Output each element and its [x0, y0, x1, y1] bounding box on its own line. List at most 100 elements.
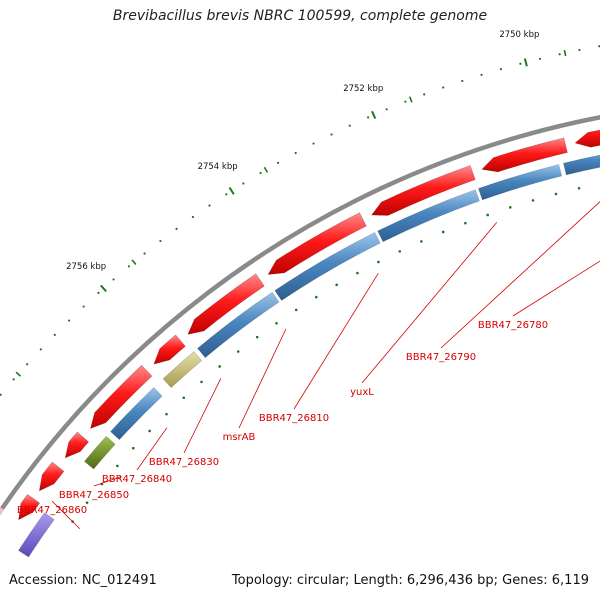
gene-leader-line	[51, 500, 81, 530]
inner-tick-dot	[554, 192, 558, 196]
inner-tick-dot	[508, 206, 512, 209]
scale-dot	[159, 239, 162, 243]
inner-tick-dot	[464, 221, 467, 225]
cds-arrow-8	[371, 165, 476, 216]
inner-tick-dot	[294, 308, 298, 312]
scale-dot	[404, 100, 407, 103]
scale-dot	[143, 252, 146, 255]
gene-leader-line	[512, 260, 600, 317]
gene-leader-line	[361, 222, 498, 384]
feature-blue-5	[478, 163, 563, 201]
scale-dot	[225, 193, 228, 196]
inner-tick-dot	[577, 186, 581, 190]
scale-dot	[480, 73, 483, 76]
inner-tick-dot	[398, 250, 402, 253]
cds-arrow-9	[481, 137, 568, 173]
scale-label: 2750 kbp	[499, 30, 539, 40]
feature-blue-2	[197, 291, 280, 359]
cds-arrow-7	[267, 212, 367, 275]
scale-dot	[276, 161, 280, 164]
gene-label: BBR47_26840	[102, 474, 172, 485]
scale-minor-tick	[563, 49, 567, 57]
cds-arrow-1	[18, 493, 41, 521]
scale-dot	[312, 142, 315, 145]
scale-label: 2754 kbp	[198, 162, 238, 172]
gene-leader-line	[293, 273, 379, 410]
inner-tick-dot	[275, 321, 278, 325]
feature-blue-3	[274, 231, 381, 301]
inner-tick-dot	[531, 199, 535, 202]
scale-dot	[461, 79, 464, 83]
scale-dot	[578, 48, 581, 52]
scale-dot	[242, 182, 245, 185]
inner-tick-dot	[116, 464, 119, 468]
scale-dot	[423, 93, 426, 96]
scale-dot	[127, 265, 131, 268]
cds-arrow-3	[64, 431, 90, 459]
gene-label: BBR47_26780	[478, 320, 548, 331]
inner-tick-dot	[131, 446, 135, 450]
gene-label: BBR47_26790	[406, 352, 476, 363]
cds-arrow-6	[187, 273, 265, 335]
scale-dot	[558, 53, 561, 56]
cds-arrow-4	[89, 364, 153, 429]
inner-tick-dot	[218, 365, 221, 368]
cds-arrow-2	[38, 461, 65, 492]
feature-purple	[18, 512, 55, 558]
scale-dot	[97, 291, 100, 294]
inner-tick-dot	[148, 429, 151, 433]
scale-dot	[208, 204, 211, 207]
scale-minor-tick	[263, 166, 269, 173]
scale-dot	[519, 62, 522, 65]
genome-title: Brevibacillus brevis NBRC 100599, comple…	[112, 8, 488, 24]
scale-major-tick	[371, 110, 377, 119]
gene-leader-line	[183, 378, 222, 454]
scale-dot	[330, 133, 333, 136]
scale-dot	[53, 333, 56, 336]
inner-tick-dot	[85, 501, 89, 504]
inner-tick-dot	[165, 412, 168, 416]
backbone-highlight	[0, 507, 4, 516]
gene-label: yuxL	[350, 387, 374, 398]
inner-tick-dot	[314, 295, 318, 299]
feature-blue-4	[377, 189, 480, 243]
scale-dot	[348, 124, 351, 127]
scale-dot	[367, 116, 370, 119]
scale-minor-tick	[408, 96, 413, 103]
scale-dot	[12, 378, 15, 381]
feature-khaki	[162, 351, 203, 389]
scale-dot	[191, 215, 194, 219]
inner-tick-dot	[377, 260, 380, 264]
scale-major-tick	[100, 284, 107, 292]
scale-minor-tick	[15, 371, 22, 377]
scale-dot	[294, 151, 297, 155]
scale-dot	[442, 86, 445, 89]
scale-dot	[499, 68, 503, 71]
scale-dot	[538, 57, 542, 60]
inner-tick-dot	[236, 350, 240, 353]
feature-olive	[84, 435, 116, 470]
scale-minor-tick	[131, 259, 137, 265]
genome-backbone	[0, 115, 600, 516]
gene-leader-line	[93, 476, 122, 487]
scale-dot	[259, 171, 262, 175]
feature-blue-1	[110, 387, 163, 441]
scale-major-tick	[228, 186, 235, 195]
feature-blue-6	[563, 154, 600, 176]
gene-leader-line	[238, 328, 287, 429]
inner-tick-dot	[335, 283, 338, 287]
scale-dot	[385, 108, 388, 111]
inner-tick-dot	[255, 335, 259, 339]
gene-label: BBR47_26810	[259, 413, 329, 424]
scale-major-tick	[523, 58, 528, 67]
gene-label: BBR47_26830	[149, 457, 219, 468]
inner-tick-dot	[486, 213, 489, 217]
scale-dot	[39, 348, 42, 351]
gene-leader-line	[136, 427, 168, 471]
scale-dot	[82, 305, 85, 308]
inner-tick-dot	[441, 230, 445, 234]
gene-label: BBR47_26860	[17, 505, 87, 516]
inner-tick-dot	[182, 396, 186, 400]
scale-dot	[0, 393, 2, 396]
